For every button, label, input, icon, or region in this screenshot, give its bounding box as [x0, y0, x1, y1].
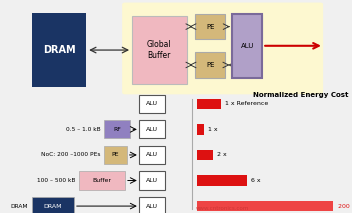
Text: DRAM: DRAM — [44, 204, 62, 209]
Text: Normalized Energy Cost: Normalized Energy Cost — [253, 92, 349, 98]
Text: RF: RF — [113, 127, 121, 132]
Text: ALU: ALU — [146, 127, 158, 132]
FancyBboxPatch shape — [122, 3, 323, 94]
Text: PE: PE — [112, 153, 119, 157]
FancyBboxPatch shape — [139, 146, 165, 164]
FancyBboxPatch shape — [79, 171, 125, 190]
Text: www.cntronics.com: www.cntronics.com — [195, 206, 249, 211]
Bar — [197, 124, 204, 135]
Text: 1 x Reference: 1 x Reference — [225, 101, 268, 106]
Text: DRAM: DRAM — [43, 45, 75, 55]
Text: ALU: ALU — [146, 153, 158, 157]
Text: 100 – 500 kB: 100 – 500 kB — [37, 178, 76, 183]
FancyBboxPatch shape — [139, 120, 165, 138]
Text: 1 x: 1 x — [208, 127, 218, 132]
Bar — [197, 201, 333, 211]
Bar — [32, 13, 86, 87]
FancyBboxPatch shape — [232, 14, 262, 78]
Text: NoC: 200 –1000 PEs: NoC: 200 –1000 PEs — [41, 153, 100, 157]
FancyBboxPatch shape — [232, 14, 262, 39]
FancyBboxPatch shape — [104, 146, 127, 164]
Text: 200 x: 200 x — [338, 204, 352, 209]
FancyBboxPatch shape — [32, 197, 74, 213]
Text: PE: PE — [206, 62, 215, 68]
Text: PE: PE — [243, 24, 252, 30]
Text: 6 x: 6 x — [251, 178, 261, 183]
Text: ALU: ALU — [241, 43, 254, 49]
FancyBboxPatch shape — [132, 16, 187, 84]
Text: 0.5 – 1.0 kB: 0.5 – 1.0 kB — [66, 127, 100, 132]
FancyBboxPatch shape — [139, 171, 165, 190]
FancyBboxPatch shape — [195, 14, 225, 39]
FancyBboxPatch shape — [104, 120, 130, 138]
FancyBboxPatch shape — [139, 95, 165, 113]
FancyBboxPatch shape — [139, 197, 165, 213]
Text: ALU: ALU — [146, 101, 158, 106]
Text: DRAM: DRAM — [11, 204, 28, 209]
Text: Buffer: Buffer — [93, 178, 112, 183]
Text: Global
Buffer: Global Buffer — [147, 40, 171, 60]
Bar — [197, 150, 213, 160]
Text: 2 x: 2 x — [217, 153, 227, 157]
Text: ALU: ALU — [146, 204, 158, 209]
Text: PE: PE — [206, 24, 215, 30]
Bar — [197, 99, 221, 109]
Text: ALU: ALU — [146, 178, 158, 183]
Bar — [197, 175, 247, 186]
FancyBboxPatch shape — [195, 52, 225, 78]
